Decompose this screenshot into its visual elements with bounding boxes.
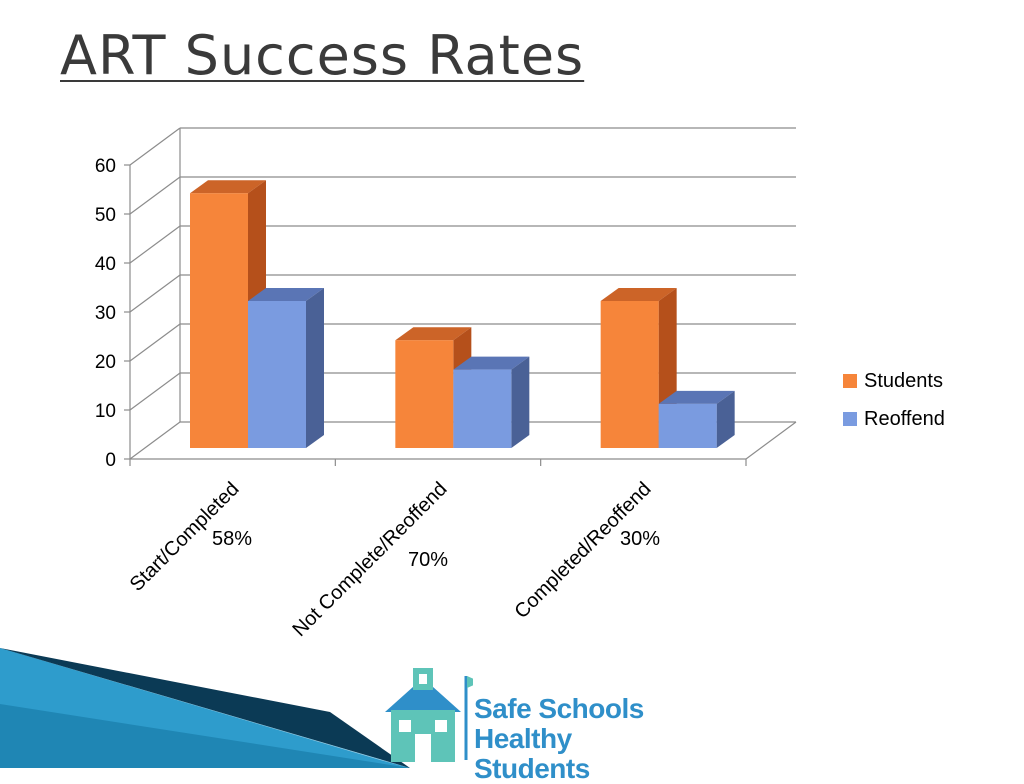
y-tick-label: 10 <box>95 401 116 422</box>
y-tick-label: 30 <box>95 303 116 324</box>
bar-front-face <box>190 193 248 448</box>
bar-side-face <box>716 390 735 448</box>
legend-label-reoffend: Reoffend <box>864 407 945 430</box>
bar-front-face <box>658 403 717 448</box>
bar-reoffend-2 <box>453 356 530 448</box>
bar-top-face <box>453 356 530 370</box>
bar-top-face <box>248 288 324 301</box>
gridline-diagonal <box>129 274 181 313</box>
bar-top-face <box>190 180 266 194</box>
gridline-diagonal <box>129 421 181 460</box>
gridline-diagonal <box>129 176 181 215</box>
bar-top-face <box>395 327 472 341</box>
legend-swatch-students <box>843 374 857 388</box>
bar-side-face <box>306 288 324 448</box>
gridline-diagonal <box>129 225 181 264</box>
legend-label-students: Students <box>864 369 943 392</box>
y-tick-label: 60 <box>95 156 116 177</box>
legend-item-students: Students <box>843 362 945 400</box>
schoolhouse-icon <box>385 668 473 762</box>
bar-side-face <box>511 356 530 448</box>
category-annotation: 58% <box>212 528 252 550</box>
corner-wedge-decoration <box>0 648 410 768</box>
legend-item-reoffend: Reoffend <box>843 400 945 438</box>
y-tick-label: 50 <box>95 205 116 226</box>
bar-front-face <box>395 340 454 448</box>
gridline-diagonal <box>129 372 181 411</box>
y-tick-label: 40 <box>95 254 116 275</box>
category-annotation: 70% <box>408 549 448 571</box>
category-label: Completed/Reoffend <box>511 478 656 623</box>
bar-front-face <box>600 301 659 448</box>
bar-top-face <box>600 288 677 301</box>
slide-title: ART Success Rates <box>60 24 585 87</box>
category-annotation: 30% <box>620 528 660 550</box>
y-tick-label: 20 <box>95 352 116 373</box>
bar-reoffend-1 <box>248 288 324 448</box>
gridline-diagonal <box>129 323 181 362</box>
floor-side-edge <box>745 421 797 460</box>
axis-layer: 0 10 20 30 40 50 60 <box>95 128 747 471</box>
bar-students-3 <box>600 288 677 448</box>
bar-top-face <box>658 390 735 404</box>
legend: Students Reoffend <box>843 362 945 438</box>
bar-front-face <box>453 369 512 448</box>
logo-line-1: Safe Schools <box>474 693 644 724</box>
logo-line-2: Healthy Students <box>474 723 590 784</box>
bar-front-face <box>248 301 306 448</box>
gridline-diagonal <box>129 127 181 166</box>
y-tick-label: 0 <box>105 450 116 471</box>
safe-schools-logo: Safe Schools Healthy Students <box>383 668 683 784</box>
bar-layer <box>190 180 735 448</box>
bar-reoffend-3 <box>658 390 735 448</box>
legend-swatch-reoffend <box>843 412 857 426</box>
